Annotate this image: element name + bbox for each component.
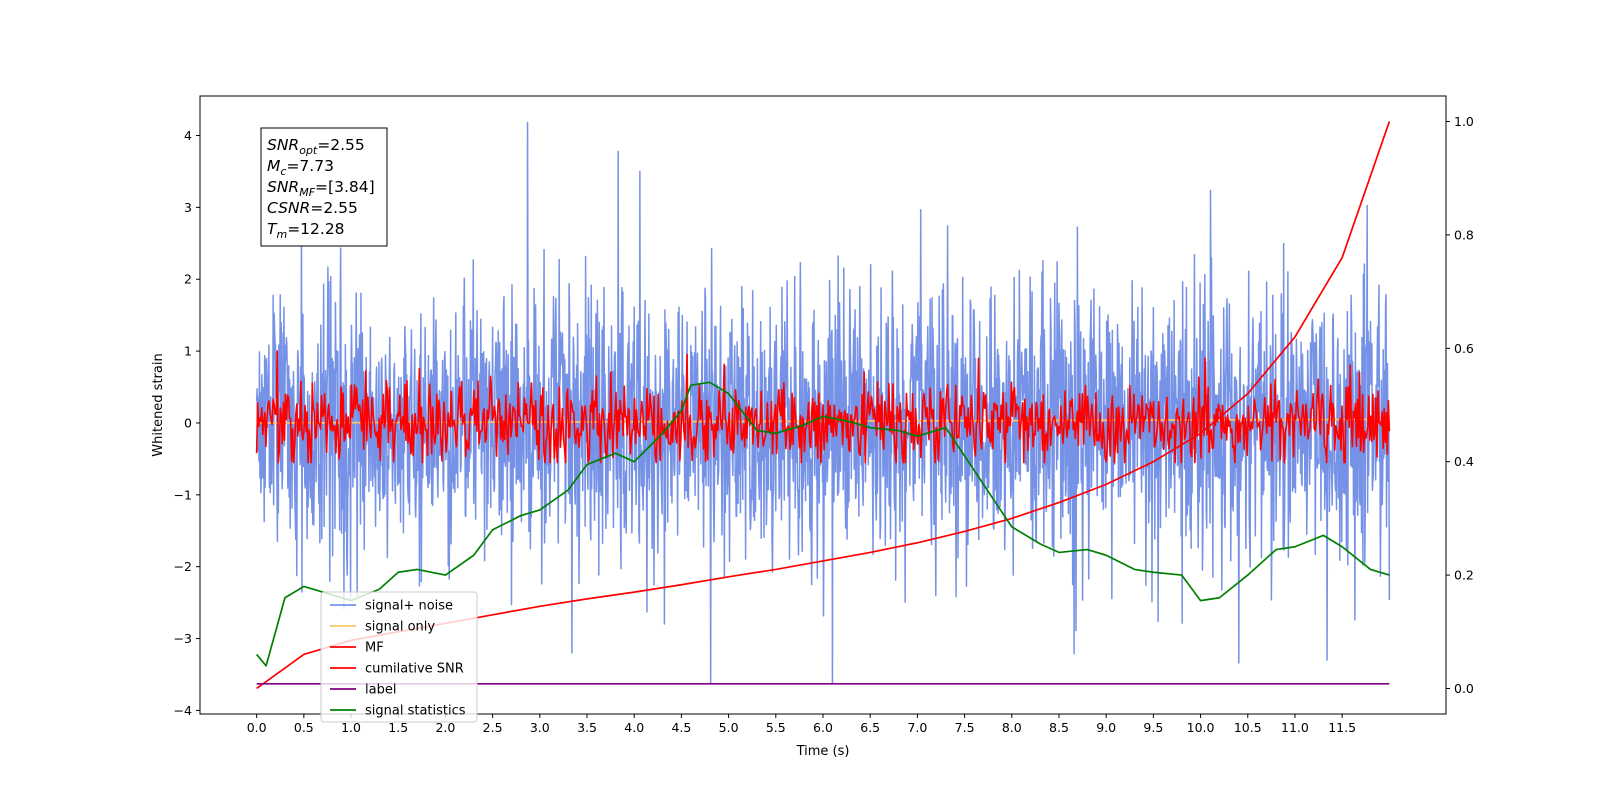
x-tick-label: 8.0 xyxy=(1002,720,1022,735)
x-tick-label: 11.0 xyxy=(1281,720,1309,735)
y-tick-label: 4 xyxy=(184,128,192,143)
annotation-value: =2.55 xyxy=(310,199,358,217)
x-tick-label: 10.5 xyxy=(1234,720,1262,735)
annotation-subscript: c xyxy=(280,165,286,178)
legend-entry: signal only xyxy=(365,620,435,635)
series-line-mf xyxy=(255,350,1391,464)
y-tick-label: −3 xyxy=(174,631,192,646)
legend-frame xyxy=(320,591,478,723)
y2-tick-label: 0.6 xyxy=(1454,341,1474,356)
y2-tick-label: 0.2 xyxy=(1454,568,1474,583)
x-tick-label: 5.5 xyxy=(766,720,786,735)
x-tick-label: 4.5 xyxy=(671,720,691,735)
x-tick-label: 4.0 xyxy=(624,720,644,735)
x-tick-label: 6.0 xyxy=(813,720,833,735)
y-tick-label: −1 xyxy=(174,487,192,502)
y-tick-label: −4 xyxy=(174,703,192,718)
x-tick-label: 0.0 xyxy=(247,720,267,735)
series-line-signal-statistics xyxy=(255,381,1390,667)
y-tick-label: 0 xyxy=(184,415,192,430)
annotation-subscript: MF xyxy=(299,186,315,199)
annotation-line: CSNR=2.55 xyxy=(267,199,358,217)
annotation-value: =[3.84] xyxy=(315,178,375,196)
annotation-line: SNRopt=2.55 xyxy=(267,136,365,157)
annotation-subscript: opt xyxy=(299,144,318,157)
y-axis-label: Whitened strain xyxy=(151,353,166,456)
x-tick-label: 0.5 xyxy=(294,720,314,735)
x-axis-label: Time (s) xyxy=(796,744,850,759)
annotation-line: SNRMF=[3.84] xyxy=(267,178,375,199)
x-tick-label: 9.5 xyxy=(1143,720,1163,735)
y2-tick-label: 0.4 xyxy=(1454,454,1474,469)
annotation-frame xyxy=(260,127,388,247)
annotation-symbol: T xyxy=(267,220,278,238)
x-tick-label: 2.5 xyxy=(483,720,503,735)
x-tick-label: 6.5 xyxy=(860,720,880,735)
x-tick-label: 9.0 xyxy=(1096,720,1116,735)
x-tick-label: 10.0 xyxy=(1187,720,1215,735)
legend-entry: label xyxy=(365,683,396,698)
y-axis-left: −4 −3 −2 −1 0 1 2 3 4 xyxy=(174,128,200,718)
x-tick-label: 3.5 xyxy=(577,720,597,735)
annotation-value: =7.73 xyxy=(286,157,334,175)
y2-tick-label: 0.0 xyxy=(1454,681,1474,696)
x-tick-label: 8.5 xyxy=(1049,720,1069,735)
annotation-line: Tm=12.28 xyxy=(267,220,345,241)
x-axis: 0.0 0.5 1.0 1.5 2.0 2.5 3.0 3.5 4.0 4.5 5.0 5.5 6.0 6… xyxy=(247,714,1356,735)
annotation-symbol: M xyxy=(267,157,280,175)
legend: signal+ noise signal only MF cumilative SNR… xyxy=(320,591,478,723)
annotation-value: =2.55 xyxy=(317,136,365,154)
annotation-symbol: CSNR xyxy=(267,199,310,217)
x-tick-label: 2.0 xyxy=(435,720,455,735)
y-tick-label: 2 xyxy=(184,272,192,287)
legend-entry: signal statistics xyxy=(365,704,466,719)
y-tick-label: 1 xyxy=(184,344,192,359)
x-tick-label: 7.0 xyxy=(907,720,927,735)
x-tick-label: 11.5 xyxy=(1328,720,1356,735)
y2-tick-label: 1.0 xyxy=(1454,114,1474,129)
x-tick-label: 5.0 xyxy=(719,720,739,735)
y-tick-label: 3 xyxy=(184,200,192,215)
y-axis-right: 0.0 0.2 0.4 0.6 0.8 1.0 xyxy=(1446,114,1474,696)
annotation-box: SNRopt=2.55Mc=7.73SNRMF=[3.84]CSNR=2.55T… xyxy=(260,127,388,247)
legend-entry: cumilative SNR xyxy=(365,662,464,677)
y-tick-label: −2 xyxy=(174,559,192,574)
y2-tick-label: 0.8 xyxy=(1454,227,1474,242)
annotation-symbol: SNR xyxy=(267,178,299,196)
x-tick-label: 1.0 xyxy=(341,720,361,735)
series-line-signal-noise xyxy=(255,121,1391,685)
legend-entry: signal+ noise xyxy=(365,599,453,614)
x-tick-label: 7.5 xyxy=(955,720,975,735)
legend-entry: MF xyxy=(365,641,384,656)
annotation-subscript: m xyxy=(276,228,287,241)
annotation-line: Mc=7.73 xyxy=(267,157,334,178)
annotation-symbol: SNR xyxy=(267,136,299,154)
x-tick-label: 3.0 xyxy=(530,720,550,735)
x-tick-label: 1.5 xyxy=(388,720,408,735)
annotation-value: =12.28 xyxy=(287,220,344,238)
